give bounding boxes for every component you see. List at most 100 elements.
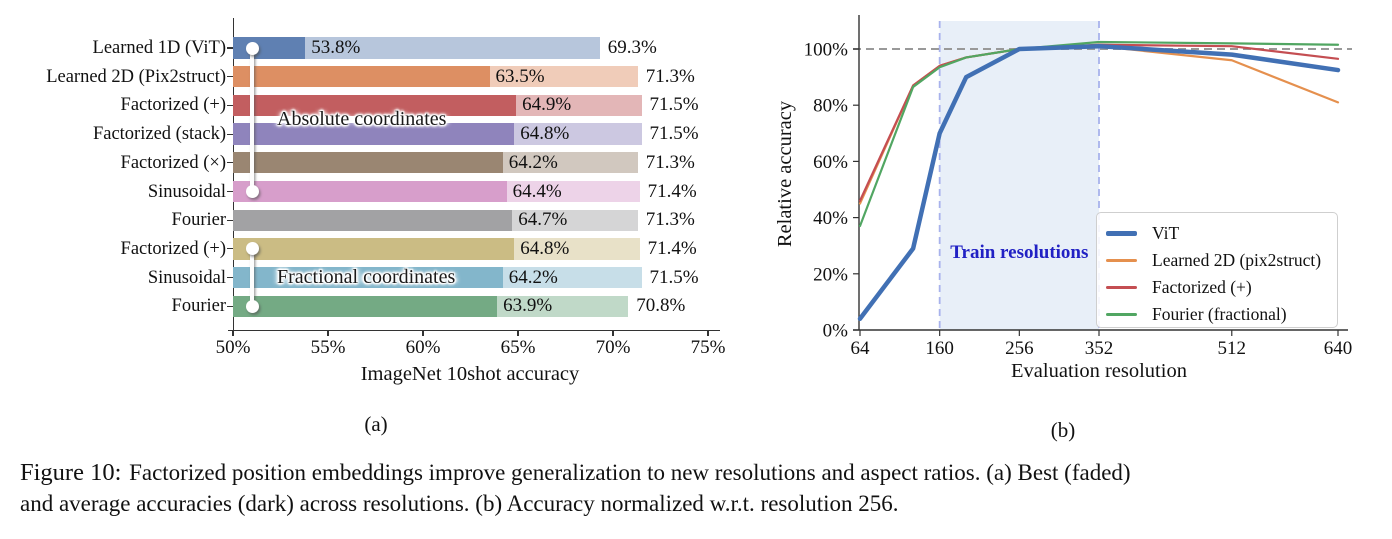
bar-average xyxy=(233,123,515,145)
bar-category-label: Fourier xyxy=(171,296,226,317)
group-bracket-label: Absolute coordinates xyxy=(277,107,447,130)
x-axis-tick-label: 640 xyxy=(1324,338,1353,359)
bar-category-label: Factorized (stack) xyxy=(92,124,226,145)
bar-category-label: Factorized (+) xyxy=(120,95,226,116)
bar-average xyxy=(233,94,517,117)
bar-value-label-average: 64.2% xyxy=(508,266,558,288)
group-bracket-endpoint xyxy=(245,299,259,313)
bar-category-label: Factorized (×) xyxy=(120,152,226,173)
y-axis-tick-label: 0% xyxy=(823,321,849,342)
x-axis-tick-label: 64 xyxy=(851,338,871,359)
x-axis-tick-label: 55% xyxy=(310,337,346,358)
x-axis-tick-label: 352 xyxy=(1085,338,1114,359)
series-line-vit xyxy=(857,43,1341,322)
group-bracket-label: Fractional coordinates xyxy=(277,265,456,288)
bar-category-label: Learned 2D (Pix2struct) xyxy=(46,66,226,87)
caption-line: and average accuracies (dark) across res… xyxy=(20,490,899,516)
x-axis-tick-label: 60% xyxy=(405,337,441,358)
caption-label: Figure 10: xyxy=(20,459,122,486)
caption-line: Figure 10: Factorized position embedding… xyxy=(20,458,1380,489)
bar-category-tick xyxy=(227,162,233,164)
subfig-a-label: (a) xyxy=(364,412,388,436)
x-axis-tick-label: 65% xyxy=(500,337,536,358)
bar-average xyxy=(233,152,503,174)
bar-value-label-average: 53.8% xyxy=(311,37,361,58)
bar-chart-x-tick xyxy=(327,330,329,336)
bar-value-label-best: 71.5% xyxy=(649,123,699,145)
group-bracket xyxy=(250,248,254,307)
bar-value-label-average: 63.5% xyxy=(495,65,545,87)
bar-chart-x-tick xyxy=(232,330,234,336)
y-axis-tick-label: 100% xyxy=(804,40,849,61)
x-axis-tick-label: 75% xyxy=(690,337,726,358)
bar-value-label-average: 64.8% xyxy=(520,237,570,259)
bar-category-label: Sinusoidal xyxy=(147,181,226,202)
bar-value-label-best: 69.3% xyxy=(607,37,657,58)
bar-category-label: Factorized (+) xyxy=(120,238,226,259)
bar-category-tick xyxy=(227,76,233,78)
bar-chart-x-axis-spine xyxy=(228,330,720,332)
legend-swatch xyxy=(1106,286,1137,289)
bar-value-label-average: 64.2% xyxy=(508,151,558,173)
bar-category-tick xyxy=(227,47,233,49)
y-axis-tick-label: 60% xyxy=(813,152,848,173)
legend-item: Factorized (+) xyxy=(1106,274,1331,301)
bar-chart-y-axis-spine xyxy=(233,18,235,330)
caption-text: Factorized position embeddings improve g… xyxy=(129,460,1131,485)
x-axis-tick-label: 70% xyxy=(595,337,631,358)
bar-value-label-average: 64.7% xyxy=(518,209,568,231)
train-region-label: Train resolutions xyxy=(950,242,1089,263)
line-chart-y-axis-title: Relative accuracy xyxy=(774,100,796,247)
legend-label: Learned 2D (pix2struct) xyxy=(1152,250,1322,270)
bar-category-tick xyxy=(227,190,233,193)
legend-item: ViT xyxy=(1106,220,1331,247)
bar-value-label-best: 71.3% xyxy=(645,65,695,87)
bar-value-label-best: 71.5% xyxy=(649,94,699,116)
legend: ViT Learned 2D (pix2struct) Factorized (+)… xyxy=(1096,212,1338,328)
bar-category-tick xyxy=(227,305,233,307)
group-bracket-endpoint xyxy=(245,242,259,256)
bar-category-label: Sinusoidal xyxy=(147,267,226,288)
legend-swatch xyxy=(1106,231,1137,236)
bar-average xyxy=(233,37,306,59)
bar-value-label-best: 71.4% xyxy=(647,180,697,202)
bar-average xyxy=(233,266,503,289)
line-chart-x-axis-title: Evaluation resolution xyxy=(1011,360,1187,382)
figure-caption: Figure 10: Factorized position embedding… xyxy=(20,458,1380,519)
subfig-b-label: (b) xyxy=(1050,418,1076,442)
y-axis-tick-label: 20% xyxy=(813,264,848,285)
bar-value-label-average: 64.9% xyxy=(522,94,572,116)
bar-chart: Learned 1D (ViT) 53.8% 69.3% Learned 2D (Pi… xyxy=(0,0,725,450)
x-axis-tick-label: 50% xyxy=(215,337,251,358)
legend-swatch xyxy=(1106,313,1137,316)
bar-category-tick xyxy=(227,248,233,250)
bar-category-label: Learned 1D (ViT) xyxy=(92,38,226,58)
bar-value-label-average: 64.4% xyxy=(512,180,562,202)
bar-value-label-best: 71.3% xyxy=(645,209,695,231)
legend-item: Fourier (fractional) xyxy=(1106,301,1331,328)
bar-average xyxy=(233,180,507,203)
line-chart: 0% 20% 40% 60% 80% 100% 64 160 256 352 512 640 Evalu… xyxy=(774,15,1353,382)
y-axis-tick-label: 80% xyxy=(813,96,848,117)
bar-average xyxy=(233,238,515,260)
bar-chart-x-axis-title: ImageNet 10shot accuracy xyxy=(360,363,580,385)
legend-label: Factorized (+) xyxy=(1152,277,1252,297)
bar-category-tick xyxy=(227,277,233,279)
bar-average xyxy=(233,66,490,88)
bar-chart-x-tick xyxy=(612,330,614,336)
x-axis-tick-label: 512 xyxy=(1218,338,1247,359)
group-bracket-endpoint xyxy=(245,185,259,198)
legend-label: ViT xyxy=(1152,223,1180,243)
group-bracket-endpoint xyxy=(245,41,259,55)
bar-value-label-best: 71.3% xyxy=(645,151,695,173)
legend-swatch xyxy=(1106,259,1137,262)
bar-best xyxy=(233,37,600,59)
bar-category-label: Fourier xyxy=(171,210,226,231)
legend-item: Learned 2D (pix2struct) xyxy=(1106,247,1331,274)
bar-category-tick xyxy=(227,104,233,106)
bar-value-label-best: 71.4% xyxy=(647,237,697,259)
bar-value-label-average: 63.9% xyxy=(503,295,553,317)
series-line-fourier-fractional xyxy=(858,40,1340,228)
y-axis-tick-label: 40% xyxy=(813,208,848,229)
train-region xyxy=(939,21,1099,330)
